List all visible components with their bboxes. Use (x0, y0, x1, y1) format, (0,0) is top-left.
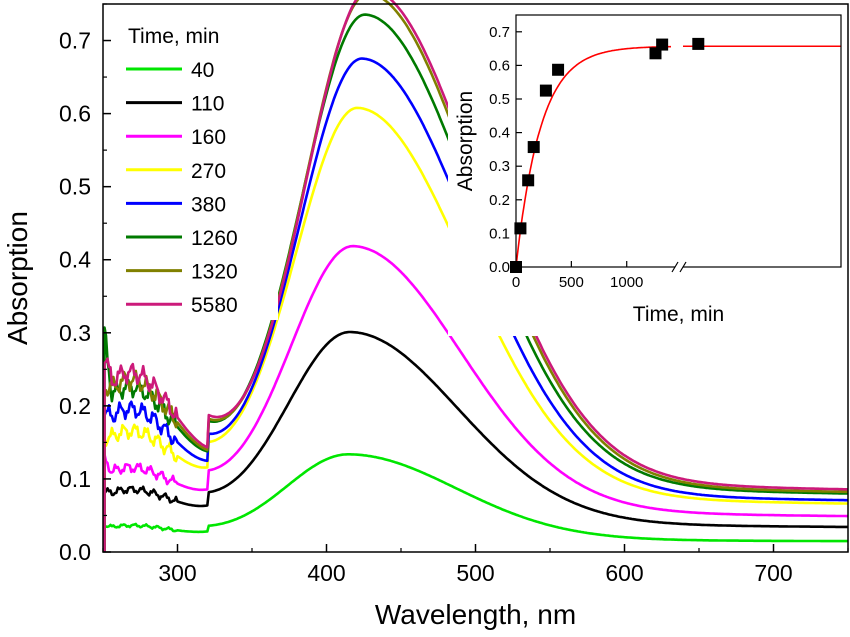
inset-background (448, 6, 845, 336)
inset-y-tick-label: 0.6 (489, 57, 510, 74)
data-point (514, 222, 527, 235)
legend-label-380: 380 (191, 193, 226, 216)
inset-x-axis-title: Time, min (633, 303, 724, 326)
legend-label-5580: 5580 (191, 294, 238, 317)
inset-y-tick-label: 0.3 (489, 158, 510, 175)
data-point (552, 63, 565, 76)
axis-break-mark (679, 261, 687, 273)
legend-label-1260: 1260 (191, 227, 238, 250)
y-tick-label: 0.6 (59, 101, 91, 127)
inset-y-tick-label: 0.4 (489, 125, 510, 142)
inset-x-tick-label: 1000 (610, 274, 643, 291)
inset-y-tick-label: 0.5 (489, 91, 510, 108)
inset-x-tick-label: 500 (559, 274, 584, 291)
fit-curve (515, 45, 671, 268)
data-point (656, 38, 669, 51)
y-axis-title: Absorption (2, 211, 33, 345)
data-point (522, 174, 535, 187)
inset-content (510, 37, 841, 273)
inset-axes: 05001000585059000.00.10.20.30.40.50.60.7 (489, 24, 687, 291)
data-point (692, 37, 705, 50)
y-tick-label: 0.1 (59, 466, 91, 492)
y-tick-label: 0.7 (59, 28, 91, 54)
axis-break-gap (675, 263, 683, 271)
legend-label-110: 110 (191, 93, 224, 116)
inset-plot: 05001000585059000.00.10.20.30.40.50.60.7… (448, 6, 845, 336)
spectrum-line-110 (103, 330, 848, 552)
x-tick-label: 300 (158, 560, 196, 586)
y-tick-label: 0.5 (59, 174, 91, 200)
y-tick-label: 0.4 (59, 247, 91, 273)
x-axis-title: Wavelength, nm (375, 599, 576, 630)
inset-y-tick-label: 0.2 (489, 192, 510, 209)
legend-label-40: 40 (191, 59, 214, 82)
x-tick-label: 700 (754, 560, 792, 586)
legend-label-1320: 1320 (191, 261, 238, 284)
spectrum-line-160 (103, 244, 848, 552)
spectrum-line-40 (103, 453, 848, 552)
legend-entries: 40 110 160 270 380 1260 1320 5580 (126, 59, 238, 317)
x-tick-label: 600 (605, 560, 643, 586)
y-tick-label: 0.0 (59, 539, 91, 565)
inset-y-axis-title: Absorption (454, 91, 477, 191)
legend: Time, min 40 110 160 270 380 1260 1320 5580 (118, 18, 278, 320)
x-tick-label: 400 (307, 560, 345, 586)
axis-break-mark (671, 261, 679, 273)
data-point (527, 141, 540, 154)
inset-x-tick-label: 0 (512, 274, 520, 291)
legend-title: Time, min (128, 25, 219, 48)
inset-y-tick-label: 0.1 (489, 225, 510, 242)
legend-label-270: 270 (191, 160, 226, 183)
inset-y-tick-label: 0.7 (489, 24, 510, 41)
y-tick-label: 0.3 (59, 320, 91, 346)
legend-label-160: 160 (191, 126, 226, 149)
y-tick-label: 0.2 (59, 393, 91, 419)
inset-y-tick-label: 0.0 (489, 259, 510, 276)
data-point (539, 84, 552, 97)
x-tick-label: 500 (456, 560, 494, 586)
